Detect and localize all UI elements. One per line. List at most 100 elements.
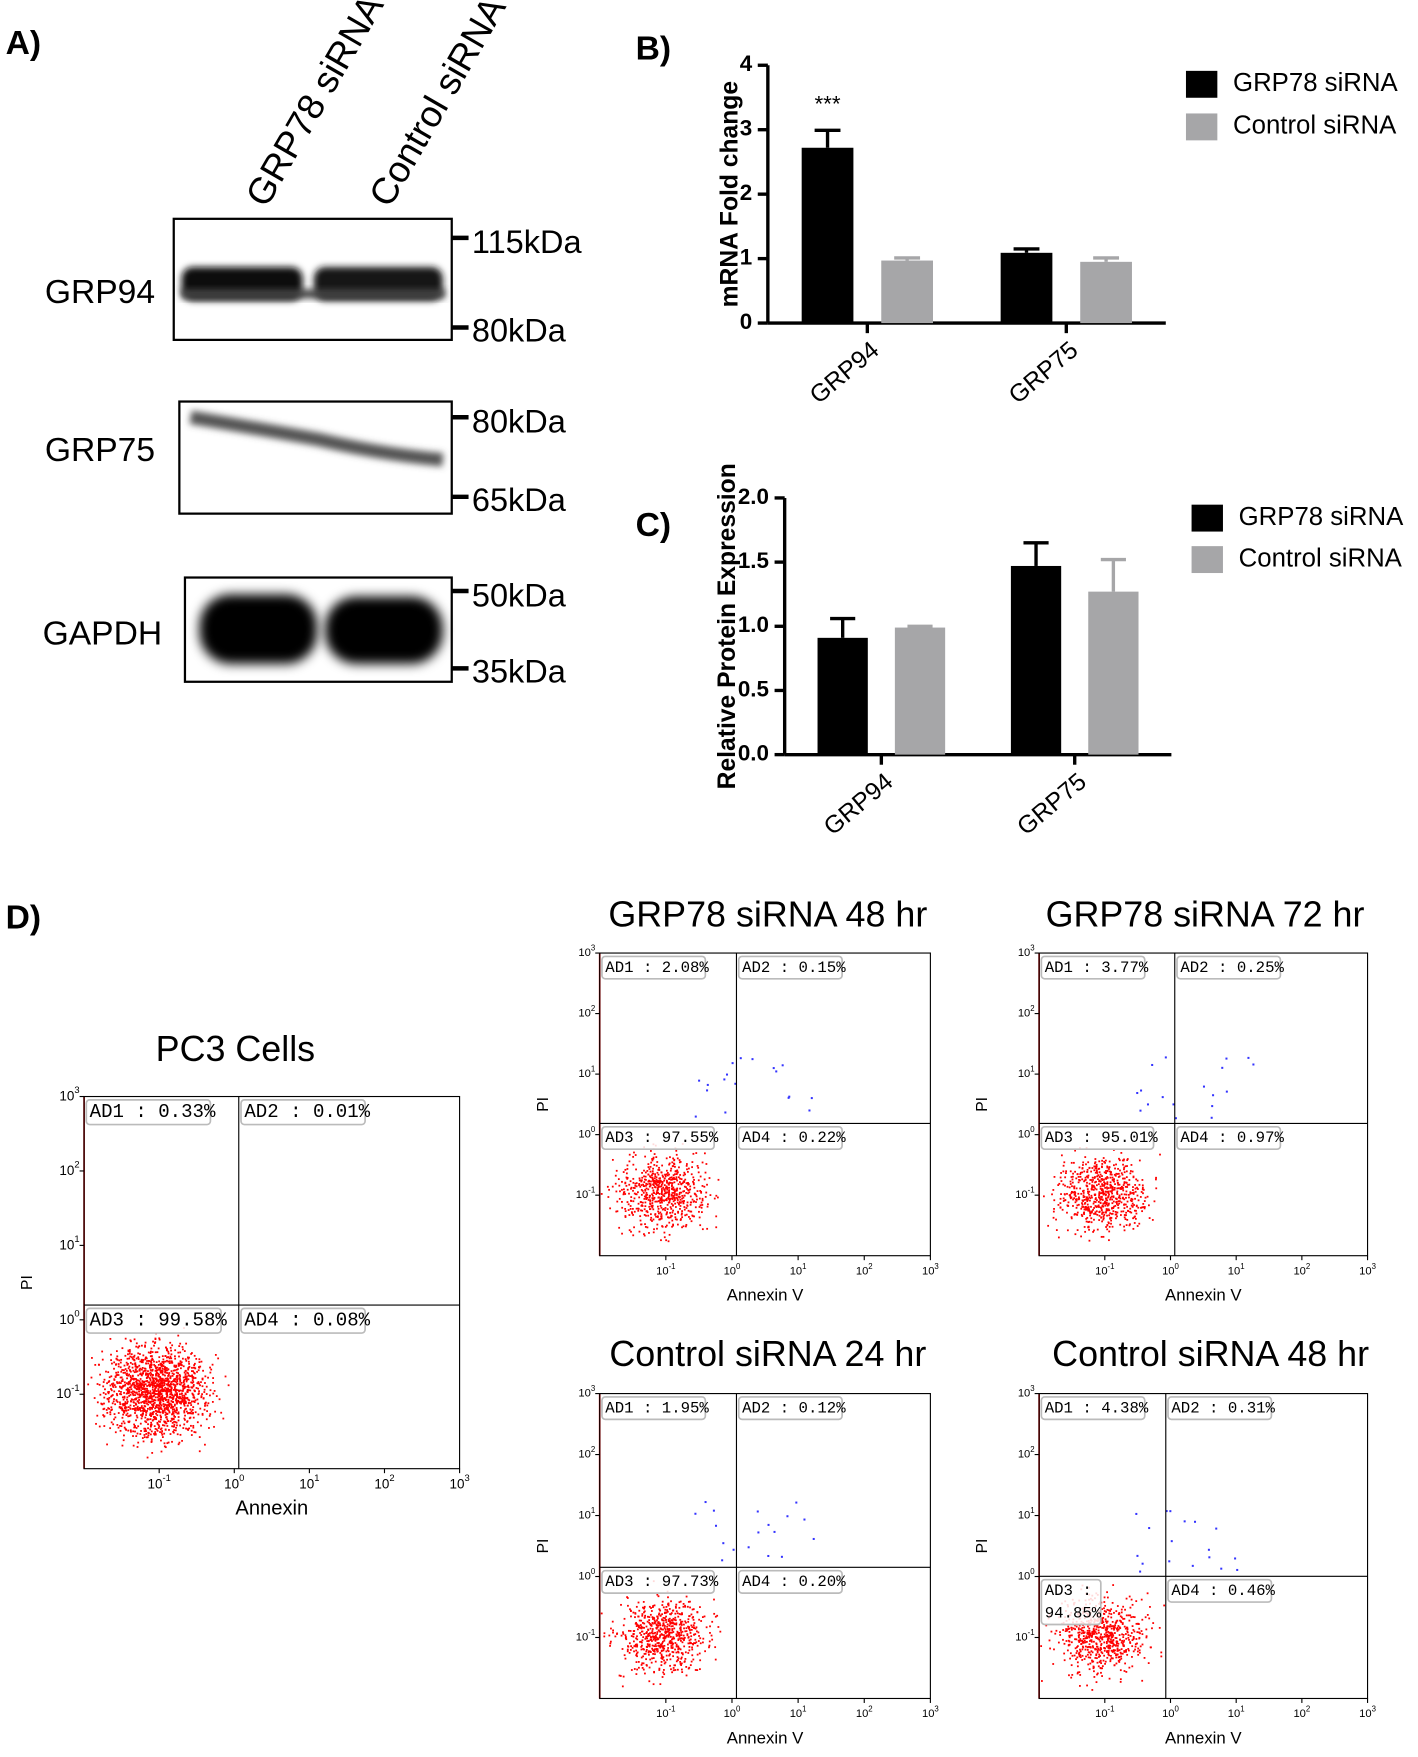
event-dot	[138, 1399, 140, 1401]
event-dot	[773, 1531, 775, 1533]
flow-plot: GRP78 siRNA 72 hr10-110-1100100101101102…	[974, 895, 1376, 1305]
event-dot	[1124, 1216, 1126, 1218]
event-dot	[185, 1343, 187, 1345]
event-dot	[1142, 1187, 1144, 1189]
event-dot	[1081, 1206, 1083, 1208]
event-dot	[111, 1383, 113, 1385]
event-dot	[639, 1215, 641, 1217]
event-dot	[194, 1390, 196, 1392]
event-dot	[666, 1635, 668, 1637]
event-dot	[190, 1353, 192, 1355]
event-dot	[149, 1366, 151, 1368]
event-dot	[1134, 1649, 1136, 1651]
event-dot	[137, 1375, 139, 1377]
event-dot	[662, 1645, 664, 1647]
event-dot	[768, 1524, 770, 1526]
event-dot	[168, 1353, 170, 1355]
event-dot	[1058, 1237, 1060, 1239]
event-dot	[674, 1213, 676, 1215]
event-dot	[201, 1395, 203, 1397]
event-dot	[176, 1424, 178, 1426]
event-dot	[1132, 1199, 1134, 1201]
event-dot	[691, 1166, 693, 1168]
event-dot	[1081, 1659, 1083, 1661]
event-dot	[1124, 1193, 1126, 1195]
event-dot	[636, 1185, 638, 1187]
event-dot	[677, 1202, 679, 1204]
event-dot	[1076, 1626, 1078, 1628]
event-dot	[1070, 1192, 1072, 1194]
event-dot	[656, 1161, 658, 1163]
event-dot	[145, 1414, 147, 1416]
event-dot	[715, 1215, 717, 1217]
event-dot	[641, 1177, 643, 1179]
event-dot	[674, 1166, 676, 1168]
event-dot	[1113, 1644, 1115, 1646]
event-dot	[1064, 1176, 1066, 1178]
event-dot	[674, 1188, 676, 1190]
event-dot	[630, 1630, 632, 1632]
event-dot	[1117, 1168, 1119, 1170]
event-dot	[160, 1406, 162, 1408]
event-dot	[624, 1169, 626, 1171]
event-dot	[128, 1391, 130, 1393]
event-dot	[664, 1236, 666, 1238]
event-dot	[672, 1212, 674, 1214]
event-dot	[1089, 1197, 1091, 1199]
event-dot	[683, 1603, 685, 1605]
event-dot	[621, 1635, 623, 1637]
event-dot	[130, 1362, 132, 1364]
event-dot	[151, 1370, 153, 1372]
event-dot	[164, 1367, 166, 1369]
event-dot	[1082, 1167, 1084, 1169]
event-dot	[189, 1366, 191, 1368]
event-dot	[113, 1386, 115, 1388]
event-dot	[143, 1408, 145, 1410]
event-dot	[1053, 1199, 1055, 1201]
event-dot	[694, 1193, 696, 1195]
event-dot	[1087, 1188, 1089, 1190]
marker-ticks	[452, 238, 469, 668]
event-dot	[162, 1385, 164, 1387]
event-dot	[631, 1669, 633, 1671]
event-dot	[661, 1657, 663, 1659]
event-dot	[694, 1622, 696, 1624]
event-dot	[1094, 1657, 1096, 1659]
event-dot	[1093, 1219, 1095, 1221]
event-dot	[670, 1168, 672, 1170]
event-dot	[668, 1189, 670, 1191]
event-dot	[183, 1395, 185, 1397]
event-dot	[1106, 1186, 1108, 1188]
tick-exponent: -1	[162, 1472, 170, 1483]
event-dot	[173, 1408, 175, 1410]
event-dot	[1147, 1614, 1149, 1616]
event-dot	[676, 1610, 678, 1612]
event-dot	[1145, 1628, 1147, 1630]
event-dot	[1074, 1655, 1076, 1657]
event-dot	[604, 1632, 606, 1634]
event-dot	[1084, 1658, 1086, 1660]
event-dot	[684, 1209, 686, 1211]
event-dot	[648, 1622, 650, 1624]
event-dot	[660, 1197, 662, 1199]
event-dot	[1051, 1631, 1053, 1633]
event-dot	[663, 1650, 665, 1652]
event-dot	[1060, 1193, 1062, 1195]
event-dot	[686, 1596, 688, 1598]
event-dot	[1056, 1229, 1058, 1231]
event-dot	[656, 1649, 658, 1651]
tick-base: 10	[1228, 1708, 1240, 1720]
event-dot	[650, 1150, 652, 1152]
event-dot	[643, 1611, 645, 1613]
event-dot	[126, 1370, 128, 1372]
event-dot	[1085, 1198, 1087, 1200]
event-dot	[629, 1652, 631, 1654]
event-dot	[635, 1654, 637, 1656]
event-dot	[184, 1375, 186, 1377]
event-dot	[664, 1663, 666, 1665]
event-dot	[1155, 1187, 1157, 1189]
quadrant-label: AD2 : 0.15%	[742, 959, 846, 977]
event-dot	[129, 1356, 131, 1358]
event-dot	[685, 1226, 687, 1228]
event-dot	[670, 1613, 672, 1615]
